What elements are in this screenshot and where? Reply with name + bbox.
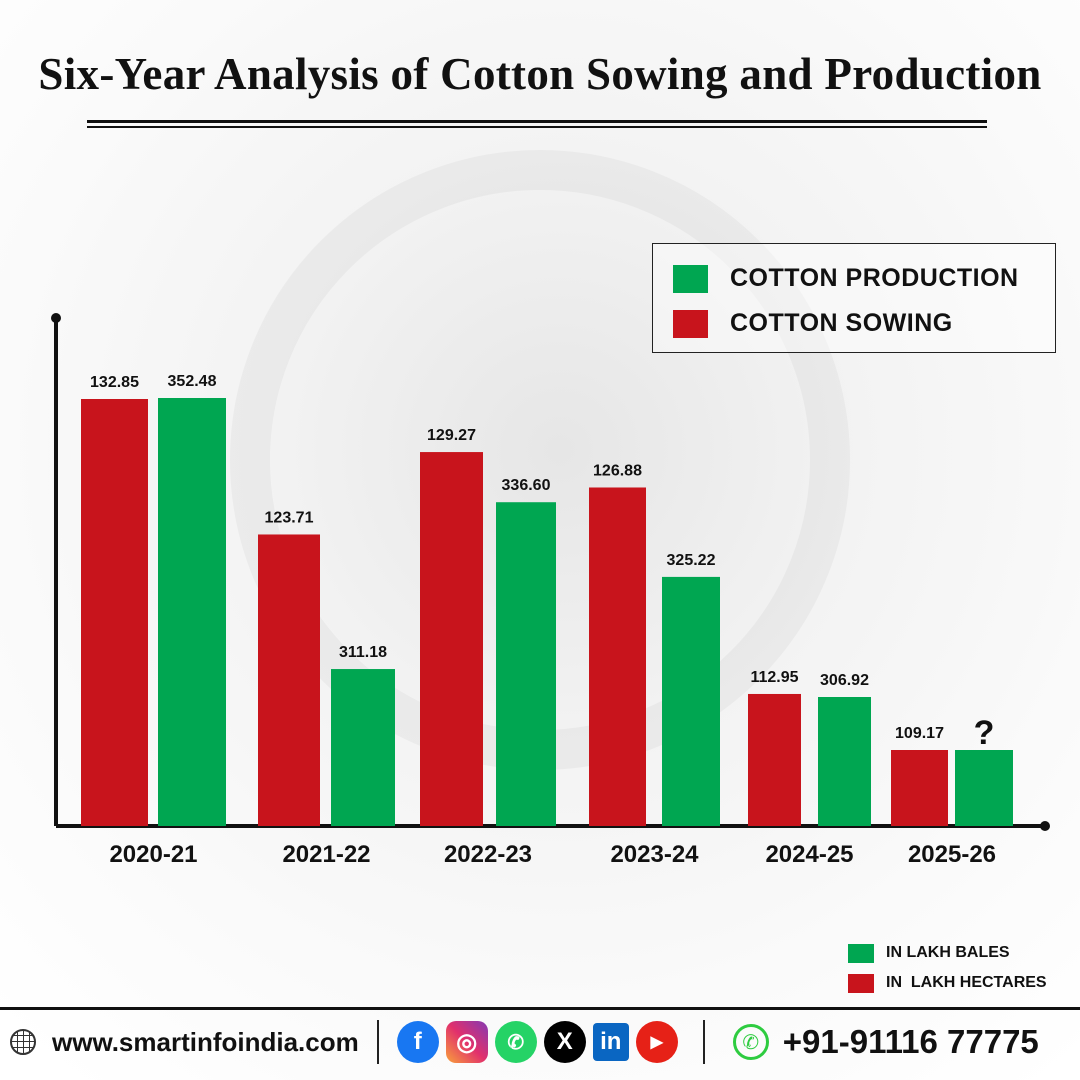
x-tick-label-2025-26: 2025-26 [908, 841, 996, 868]
unit-production: IN LAKH BALES [848, 938, 1047, 968]
bar-sowing-2023-24 [589, 487, 646, 826]
unit-label-sowing: IN LAKH HECTARES [886, 974, 1047, 991]
unit-label-production: IN LAKH BALES [886, 944, 1010, 961]
value-label-sowing-2022-23: 129.27 [427, 427, 476, 444]
bar-sowing-2021-22 [258, 534, 320, 826]
youtube-icon[interactable]: ▶ [635, 1021, 678, 1063]
value-label-sowing-2024-25: 112.95 [750, 669, 798, 686]
footer-divider [0, 1007, 1080, 1010]
value-label-production-2022-23: 336.60 [502, 477, 551, 494]
unit-sowing: IN LAKH HECTARES [848, 968, 1047, 998]
y-axis-end-dot [51, 313, 61, 323]
value-label-production-2025-26: ? [974, 714, 995, 752]
phone-number[interactable]: +91-91116 77775 [782, 1023, 1039, 1060]
value-label-sowing-2023-24: 126.88 [593, 462, 642, 479]
website-link[interactable]: www.smartinfoindia.com [52, 1026, 359, 1057]
linkedin-icon[interactable]: in [592, 1023, 629, 1061]
x-tick-label-2024-25: 2024-25 [765, 841, 853, 868]
facebook-icon[interactable]: f [396, 1021, 439, 1063]
x-tick-label-2023-24: 2023-24 [610, 841, 699, 868]
chart-title: Six-Year Analysis of Cotton Sowing and P… [38, 49, 1042, 99]
legend-item-sowing: COTTON SOWING [673, 309, 953, 338]
value-label-production-2021-22: 311.18 [339, 644, 387, 661]
value-label-sowing-2025-26: 109.17 [895, 725, 944, 742]
bar-production-2022-23 [496, 502, 556, 826]
legend-label-sowing: COTTON SOWING [730, 309, 953, 337]
bar-sowing-2025-26 [891, 750, 948, 826]
legend-item-production: COTTON PRODUCTION [673, 264, 1019, 293]
value-label-production-2024-25: 306.92 [820, 672, 869, 689]
value-label-production-2023-24: 325.22 [667, 552, 716, 569]
x-icon[interactable]: X [543, 1021, 586, 1063]
value-label-sowing-2020-21: 132.85 [90, 374, 139, 391]
bar-chart: 132.85 352.48 2020-21 123.71 311.18 2021-22 12… [51, 313, 1050, 868]
bar-production-2020-21 [158, 398, 226, 826]
whatsapp-icon[interactable]: ✆ [494, 1021, 537, 1063]
bar-sowing-2020-21 [81, 399, 148, 826]
unit-swatch-sowing [848, 973, 874, 993]
instagram-icon[interactable]: ◎ [445, 1021, 488, 1063]
x-axis-end-dot [1040, 821, 1050, 831]
divider [376, 1020, 379, 1064]
bar-production-2025-26 [955, 750, 1013, 826]
bar-production-2021-22 [331, 669, 395, 826]
units-legend: IN LAKH BALES IN LAKH HECTARES [848, 938, 1047, 998]
bar-production-2023-24 [662, 576, 720, 826]
unit-swatch-production [848, 943, 874, 963]
x-tick-label-2020-21: 2020-21 [109, 841, 197, 868]
x-tick-label-2021-22: 2021-22 [282, 841, 370, 868]
legend-swatch-sowing [673, 309, 708, 338]
bar-production-2024-25 [818, 697, 871, 826]
title-underline [87, 120, 987, 128]
value-label-production-2020-21: 352.48 [168, 373, 217, 390]
x-tick-label-2022-23: 2022-23 [444, 841, 532, 868]
globe-icon [10, 1029, 36, 1055]
legend-label-production: COTTON PRODUCTION [730, 264, 1019, 292]
bar-sowing-2022-23 [420, 452, 483, 826]
bar-sowing-2024-25 [748, 693, 801, 826]
legend-swatch-production [673, 264, 708, 293]
value-label-sowing-2021-22: 123.71 [265, 509, 314, 526]
divider [702, 1020, 705, 1064]
phone-icon: ✆ [732, 1024, 769, 1060]
legend: COTTON PRODUCTION COTTON SOWING [652, 243, 1056, 353]
footer: www.smartinfoindia.com f ◎ ✆ X in ▶ ✆ +9… [0, 1012, 1080, 1072]
